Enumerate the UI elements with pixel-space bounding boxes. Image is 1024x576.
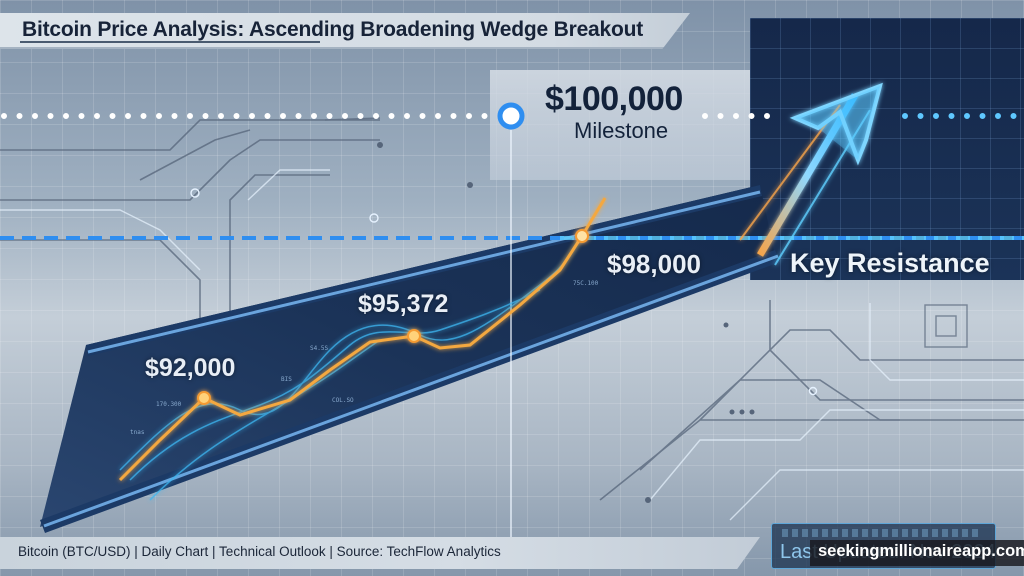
price-label-low: $92,000 — [145, 354, 236, 382]
title-underline — [20, 41, 320, 43]
wedge-lower-line — [43, 254, 779, 528]
price-label-mid: $95,372 — [358, 290, 449, 318]
point-92000 — [197, 391, 211, 405]
wedge-body — [40, 185, 775, 527]
tiny-label: COL.SO — [332, 397, 354, 404]
footer-caption: Bitcoin (BTC/USD) | Daily Chart | Techni… — [18, 544, 501, 559]
circuit-rings — [190, 188, 818, 396]
tiny-label: tnas — [130, 429, 145, 436]
circuit-traces — [0, 117, 1024, 501]
watermark: seekingmillionaireapp.com — [810, 540, 1024, 566]
milestone-panel — [490, 70, 752, 180]
chip-outline — [924, 304, 968, 348]
tiny-label: 75C.100 — [573, 280, 599, 287]
point-95372 — [407, 329, 421, 343]
footer-banner: Bitcoin (BTC/USD) | Daily Chart | Techni… — [0, 537, 760, 569]
tiny-label: 170.300 — [156, 401, 182, 408]
title-banner: Bitcoin Price Analysis: Ascending Broade… — [0, 13, 690, 49]
hud-bars — [782, 529, 982, 537]
point-98000 — [575, 229, 589, 243]
circuit-highlights — [0, 169, 1024, 521]
wedge-upper-line — [87, 190, 761, 354]
tiny-label: S4.5S — [310, 345, 329, 352]
price-label-high: $98,000 — [607, 249, 701, 279]
page-title: Bitcoin Price Analysis: Ascending Broade… — [22, 18, 644, 41]
tiny-label: BIS — [281, 376, 292, 383]
milestone-value: $100,000 — [545, 80, 683, 118]
breakout-arrow — [739, 82, 883, 266]
circuit-nodes — [377, 142, 755, 503]
milestone-label: Milestone — [574, 118, 669, 143]
key-resistance-label: Key Resistance — [790, 248, 990, 278]
milestone-node — [497, 102, 525, 130]
